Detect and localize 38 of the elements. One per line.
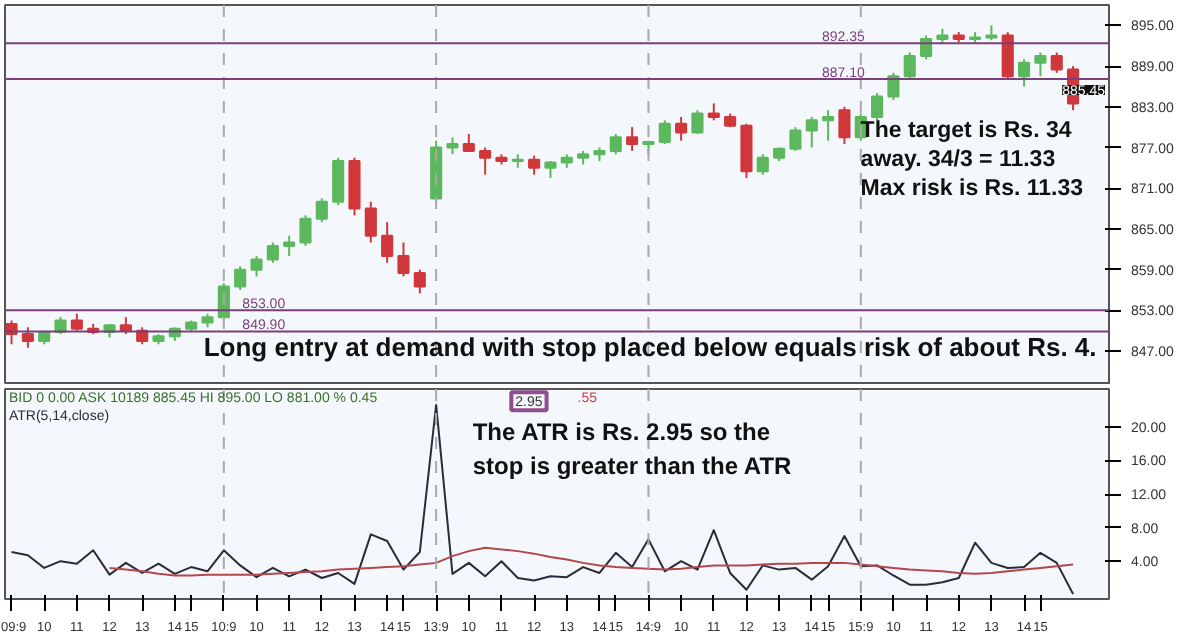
candlestick bbox=[626, 126, 639, 152]
candlestick bbox=[283, 234, 296, 258]
candlestick bbox=[348, 156, 361, 217]
candlestick bbox=[528, 154, 541, 176]
line-series bbox=[10, 403, 1075, 595]
candlestick bbox=[838, 105, 851, 146]
candlestick bbox=[1001, 31, 1014, 81]
candlestick bbox=[21, 326, 34, 349]
candlestick bbox=[675, 115, 688, 142]
candlestick bbox=[756, 153, 769, 176]
candlestick bbox=[413, 268, 426, 295]
candlestick bbox=[903, 51, 916, 81]
candlestick bbox=[691, 109, 704, 135]
annotation: The ATR is Rs. 2.95 so the stop is greater than the ATR bbox=[472, 418, 793, 480]
candlestick bbox=[920, 34, 933, 61]
candlestick bbox=[381, 221, 394, 264]
line-series bbox=[108, 546, 1075, 577]
candlestick bbox=[250, 255, 263, 278]
candlestick bbox=[1018, 58, 1031, 88]
candlestick bbox=[479, 146, 492, 176]
candlestick bbox=[609, 132, 622, 156]
candlestick bbox=[871, 92, 884, 122]
candlestick bbox=[1034, 51, 1047, 78]
candlestick bbox=[887, 71, 900, 101]
annotation: Long entry at demand with stop placed below equals risk of about Rs. 4. bbox=[203, 332, 1097, 362]
candlestick bbox=[397, 241, 410, 278]
candlestick bbox=[234, 265, 247, 291]
candlestick bbox=[822, 109, 835, 142]
candlestick bbox=[740, 122, 753, 180]
candlestick bbox=[658, 119, 671, 146]
candlestick bbox=[364, 200, 377, 244]
candlestick bbox=[315, 197, 328, 224]
candlestick bbox=[299, 214, 312, 247]
candlestick bbox=[266, 241, 279, 264]
candlestick bbox=[1050, 51, 1063, 74]
candlestick bbox=[332, 156, 345, 207]
candlestick bbox=[789, 126, 802, 152]
candlestick bbox=[805, 115, 818, 149]
